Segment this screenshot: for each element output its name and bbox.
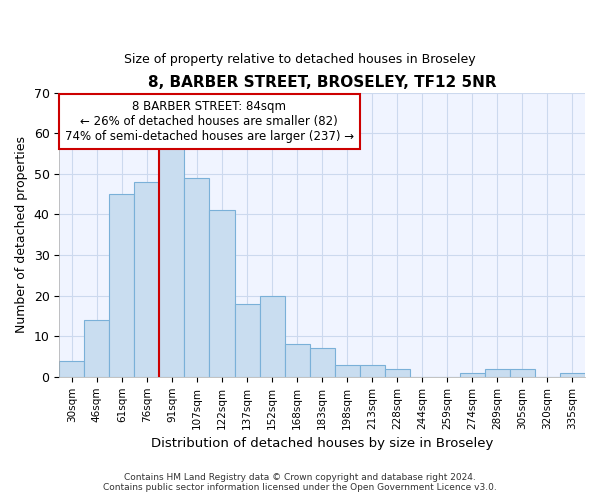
Bar (59, 360, 85, 377)
Bar (85, 320, 109, 377)
Bar (260, 296, 284, 377)
Bar (560, 373, 585, 377)
Title: 8, BARBER STREET, BROSELEY, TF12 5NR: 8, BARBER STREET, BROSELEY, TF12 5NR (148, 75, 496, 90)
Y-axis label: Number of detached properties: Number of detached properties (15, 136, 28, 333)
Bar (359, 364, 385, 377)
Bar (209, 210, 235, 377)
Bar (284, 344, 310, 377)
Bar (385, 368, 410, 377)
Bar (160, 142, 184, 377)
X-axis label: Distribution of detached houses by size in Broseley: Distribution of detached houses by size … (151, 437, 493, 450)
Text: 8 BARBER STREET: 84sqm
← 26% of detached houses are smaller (82)
74% of semi-det: 8 BARBER STREET: 84sqm ← 26% of detached… (65, 100, 353, 142)
Bar (184, 178, 209, 377)
Bar (460, 373, 485, 377)
Bar (235, 304, 260, 377)
Bar (310, 348, 335, 377)
Bar (485, 368, 510, 377)
Bar (109, 194, 134, 377)
Bar (335, 364, 359, 377)
Text: Contains HM Land Registry data © Crown copyright and database right 2024.
Contai: Contains HM Land Registry data © Crown c… (103, 473, 497, 492)
Bar (510, 368, 535, 377)
Text: Size of property relative to detached houses in Broseley: Size of property relative to detached ho… (124, 52, 476, 66)
Bar (134, 182, 160, 377)
